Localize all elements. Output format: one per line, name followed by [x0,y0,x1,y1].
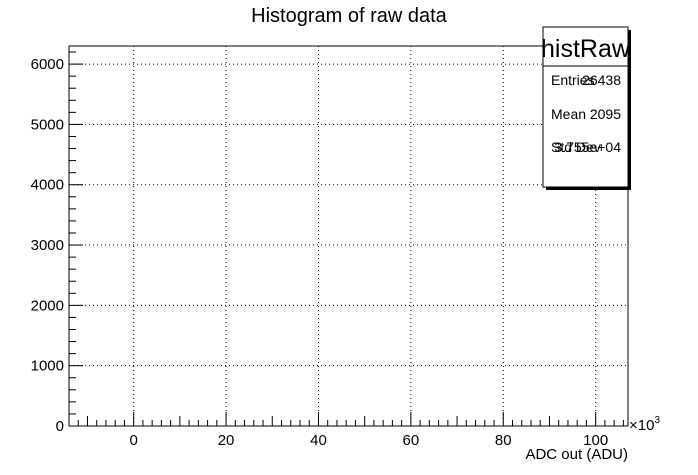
y-tick-label-0: 0 [56,418,64,435]
y-tick-label-6: 6000 [31,56,64,73]
plot-frame [68,45,629,427]
x-axis-labels: 0 20 40 60 80 100 [130,432,609,449]
x-tick-label-3: 60 [403,432,420,449]
grid-lines [69,46,628,426]
x-tick-label-2: 40 [310,432,327,449]
major-ticks [69,63,597,427]
stats-stddev-label: Std Dev [551,139,601,155]
x-tick-label-1: 20 [218,432,235,449]
x-axis-scale-exponent: 3 [654,415,660,426]
x-axis-scale-base: ×10 [629,417,654,434]
y-axis-labels: 0 1000 2000 3000 4000 5000 6000 [31,56,64,435]
x-tick-label-5: 100 [583,432,608,449]
x-tick-label-0: 0 [130,432,138,449]
stats-mean-label: Mean [551,106,586,122]
y-tick-label-3: 3000 [31,237,64,254]
y-tick-label-2: 2000 [31,297,64,314]
x-axis-label: ADC out (ADU) [525,446,628,463]
stats-mean-value: 2095 [590,106,621,122]
stats-stddev-value: 3.755e+04 [554,139,621,155]
y-tick-label-1: 1000 [31,358,64,375]
y-tick-label-5: 5000 [31,116,64,133]
minor-ticks [68,51,624,426]
stats-entries-label: Entries [551,72,595,88]
stats-box-title: histRaw [541,35,631,63]
stats-box-panel [542,26,629,188]
x-axis-scale-label: ×103 [629,415,660,434]
stats-entries-value: 26438 [582,72,621,88]
chart-title: Histogram of raw data [251,5,448,27]
stats-box: histRaw Entries 26438 Mean 2095 Std Dev … [541,26,631,190]
y-tick-label-4: 4000 [31,177,64,194]
x-tick-label-4: 80 [495,432,512,449]
